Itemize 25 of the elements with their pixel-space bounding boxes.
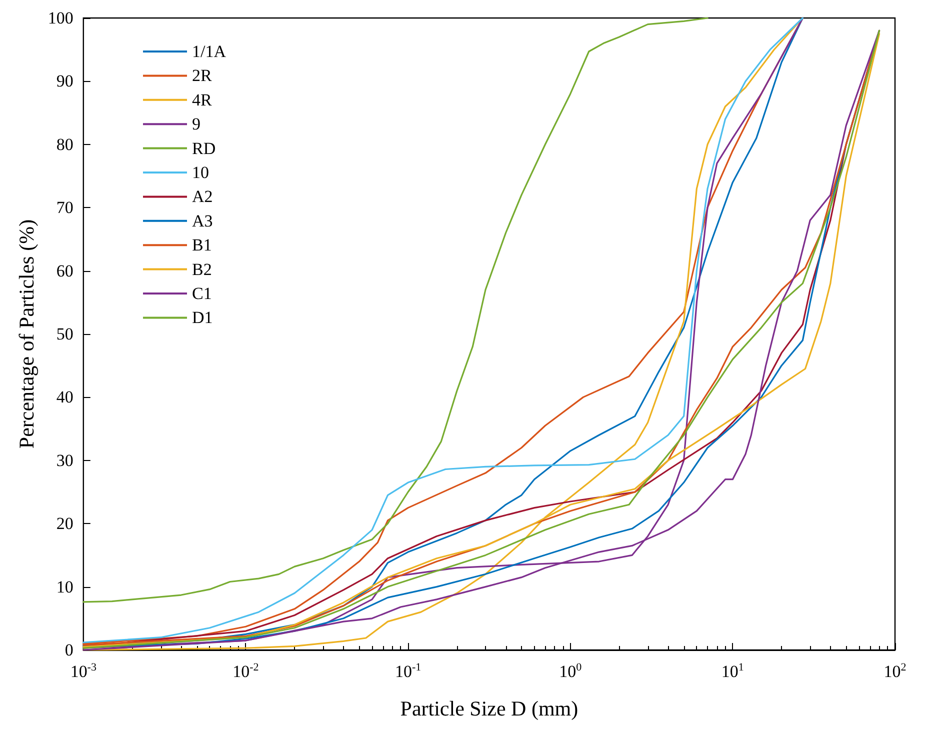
legend-label: 2R [192,66,212,86]
y-tick-label: 50 [56,324,74,344]
y-tick-label: 60 [56,261,74,280]
y-tick-label: 100 [48,8,74,28]
legend-label: A2 [192,187,213,206]
legend-label: 4R [192,90,212,110]
y-tick-label: 80 [56,134,74,154]
legend-label: B2 [192,260,212,279]
legend-label: D1 [192,308,213,328]
y-tick-label: 0 [64,640,74,660]
legend-label: 10 [192,163,209,182]
legend-label: C1 [192,284,212,303]
y-tick-label: 30 [56,450,74,470]
y-tick-label: 10 [56,577,74,596]
y-tick-label: 20 [56,514,74,534]
y-tick-label: 40 [56,388,74,407]
legend-label: A3 [192,211,213,230]
legend-label: 1/1A [192,42,227,61]
legend-label: 9 [192,114,200,134]
legend-label: RD [192,138,216,158]
x-axis-title: Particle Size D (mm) [400,696,578,720]
y-axis-title: Percentage of Particles (%) [14,219,38,449]
legend-label: B1 [192,236,212,255]
y-tick-label: 70 [56,198,74,218]
y-tick-label: 90 [56,72,74,91]
